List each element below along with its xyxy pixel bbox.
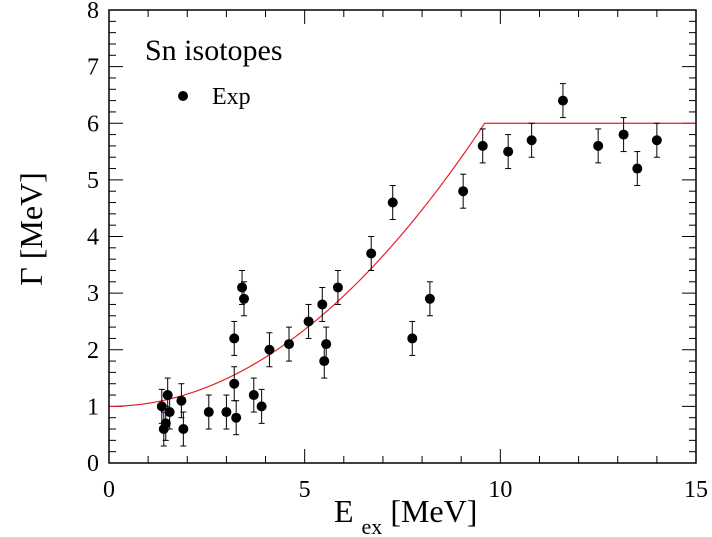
data-point	[221, 394, 232, 430]
data-point	[164, 394, 175, 430]
data-point-marker	[229, 333, 240, 344]
chart-title: Sn isotopes	[145, 34, 283, 67]
data-point-marker	[176, 395, 187, 406]
data-point-marker	[248, 390, 259, 401]
x-axis-title-subscript: ex	[362, 514, 383, 537]
data-point	[458, 173, 469, 209]
data-point	[651, 122, 662, 158]
fit-line	[108, 122, 696, 407]
data-point-marker	[203, 407, 214, 418]
data-point	[303, 303, 314, 339]
data-point	[477, 128, 488, 164]
y-tick-label: 0	[87, 451, 99, 477]
y-tick-label: 3	[87, 281, 99, 307]
data-point-marker	[264, 344, 275, 355]
data-point-marker	[387, 197, 398, 208]
data-point	[256, 388, 267, 424]
x-axis-title-main: E	[334, 493, 354, 529]
data-point-marker	[303, 316, 314, 327]
data-point-marker	[221, 407, 232, 418]
data-point-marker	[477, 140, 488, 151]
y-tick-labels: 0 1 2 3 4 5 6 7 8	[87, 0, 99, 477]
data-point-marker	[317, 299, 328, 310]
data-point	[317, 286, 328, 322]
data-point-marker	[160, 418, 171, 429]
x-axis-title-unit: [MeV]	[390, 493, 477, 529]
data-point-marker	[237, 282, 248, 293]
y-tick-label: 5	[87, 168, 99, 194]
data-point	[332, 269, 343, 305]
x-tick-label: 10	[488, 477, 512, 503]
x-tick-label: 5	[299, 477, 311, 503]
x-tick-label: 0	[103, 477, 115, 503]
legend-marker-exp	[178, 91, 188, 101]
y-tick-label: 6	[87, 111, 99, 137]
plot-frame	[108, 9, 697, 464]
data-point	[618, 117, 629, 153]
data-point	[526, 122, 537, 158]
data-point-marker	[321, 339, 332, 350]
x-tick-labels: 0 5 10 15	[103, 477, 708, 503]
data-point	[178, 411, 189, 447]
data-point-marker	[458, 186, 469, 197]
data-point	[503, 134, 514, 170]
data-point	[229, 366, 240, 402]
data-point-marker	[229, 378, 240, 389]
data-point-marker	[231, 412, 242, 423]
data-point-marker	[424, 293, 435, 304]
data-point-marker	[164, 407, 175, 418]
data-point-marker	[284, 339, 295, 350]
data-point-marker	[632, 163, 643, 174]
data-point	[229, 320, 240, 356]
data-point	[248, 377, 259, 413]
data-point-marker	[366, 248, 377, 259]
x-tick-label: 15	[684, 477, 708, 503]
data-point	[239, 281, 250, 317]
y-tick-label: 4	[87, 225, 99, 251]
tick-marks	[108, 9, 697, 464]
data-point	[203, 394, 214, 430]
data-point-marker	[332, 282, 343, 293]
y-tick-label: 1	[87, 394, 99, 420]
y-tick-label: 7	[87, 55, 99, 81]
data-point	[231, 400, 242, 436]
x-axis-title: E ex [MeV]	[334, 493, 477, 537]
data-point	[407, 320, 418, 356]
data-point-marker	[407, 333, 418, 344]
data-point-marker	[557, 95, 568, 106]
data-point	[366, 236, 377, 271]
data-point-marker	[178, 424, 189, 435]
data-point	[176, 383, 187, 419]
y-tick-label: 8	[87, 0, 99, 24]
data-point	[321, 326, 332, 362]
data-points	[156, 83, 662, 447]
data-point-marker	[651, 135, 662, 146]
data-point	[557, 83, 568, 119]
data-point	[387, 185, 398, 221]
data-point-marker	[618, 129, 629, 140]
data-point	[424, 281, 435, 317]
data-point	[632, 151, 643, 187]
data-point-marker	[503, 146, 514, 157]
data-point-marker	[593, 140, 604, 151]
data-point-marker	[526, 135, 537, 146]
y-axis-title: Γ [MeV]	[13, 172, 49, 286]
data-point-marker	[239, 293, 250, 304]
data-point-marker	[256, 401, 267, 412]
legend-label-exp: Exp	[212, 84, 251, 110]
data-point	[593, 128, 604, 164]
data-point-marker	[156, 401, 167, 412]
data-point	[264, 332, 275, 368]
y-tick-label: 2	[87, 338, 99, 364]
data-point	[284, 326, 295, 362]
